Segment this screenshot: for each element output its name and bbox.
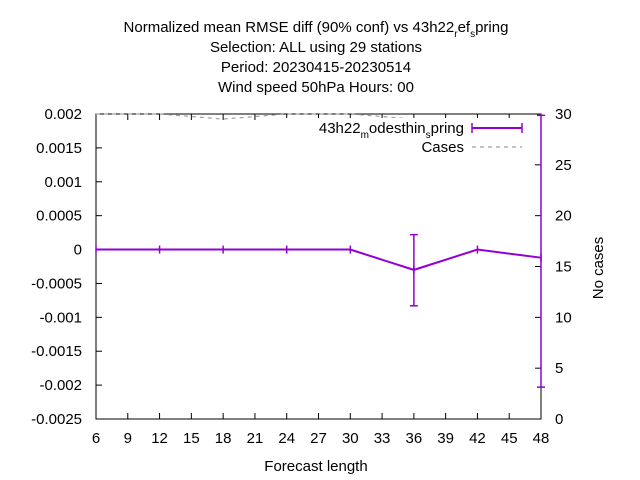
chart-title-line: Selection: ALL using 29 stations xyxy=(210,39,422,56)
y-right-tick-label: 5 xyxy=(555,360,563,377)
chart-title-line: Period: 20230415-20230514 xyxy=(221,59,411,76)
y-right-tick-label: 0 xyxy=(555,411,563,428)
y-right-tick-label: 10 xyxy=(555,309,572,326)
chart-title: Normalized mean RMSE diff (90% conf) vs … xyxy=(124,19,509,96)
y-right-tick-label: 15 xyxy=(555,259,572,276)
x-tick-label: 45 xyxy=(501,430,518,447)
x-tick-label: 21 xyxy=(247,430,264,447)
x-tick-label: 9 xyxy=(124,430,132,447)
x-tick-label: 6 xyxy=(92,430,100,447)
y-tick-label: 0 xyxy=(74,242,82,259)
x-axis: 6 9 12 15 18 21 24 27 30 33 36 39 42 45 48 xyxy=(92,114,550,447)
y-axis-right: 30 25 20 15 10 5 0 xyxy=(535,106,572,428)
x-tick-label: 33 xyxy=(374,430,391,447)
y-tick-label: -0.0025 xyxy=(31,411,82,428)
x-tick-label: 18 xyxy=(215,430,232,447)
x-tick-label: 30 xyxy=(342,430,359,447)
y-tick-label: -0.0005 xyxy=(31,275,82,292)
y-axis-left: 0.002 0.0015 0.001 0.0005 0 -0.0005 -0.001 -0.0… xyxy=(31,106,102,428)
y-tick-label: 0.001 xyxy=(44,174,82,191)
y-axis-right-label: No cases xyxy=(590,237,607,300)
x-tick-label: 12 xyxy=(151,430,168,447)
y-right-tick-label: 30 xyxy=(555,106,572,123)
x-tick-label: 15 xyxy=(183,430,200,447)
x-tick-label: 39 xyxy=(437,430,454,447)
x-tick-label: 48 xyxy=(533,430,550,447)
x-tick-label: 42 xyxy=(469,430,486,447)
y-right-tick-label: 20 xyxy=(555,208,572,225)
x-tick-label: 24 xyxy=(278,430,295,447)
y-tick-label: 0.002 xyxy=(44,106,82,123)
x-tick-label: 36 xyxy=(406,430,423,447)
legend-label: 43h22modesthinspring xyxy=(319,120,464,141)
legend-background xyxy=(278,118,540,158)
legend-label: Cases xyxy=(421,139,464,156)
series-line xyxy=(96,248,542,271)
y-right-tick-label: 25 xyxy=(555,157,572,174)
y-tick-label: 0.0015 xyxy=(36,140,82,157)
plot-frame xyxy=(95,113,542,420)
y-tick-label: 0.0005 xyxy=(36,208,82,225)
y-tick-label: -0.002 xyxy=(39,377,82,394)
chart-title-line: Wind speed 50hPa Hours: 00 xyxy=(218,79,414,96)
x-tick-label: 27 xyxy=(310,430,327,447)
x-axis-label: Forecast length xyxy=(264,458,367,475)
y-tick-label: -0.0015 xyxy=(31,343,82,360)
y-tick-label: -0.001 xyxy=(39,309,82,326)
chart-title-line: Normalized mean RMSE diff (90% conf) vs … xyxy=(124,19,509,40)
